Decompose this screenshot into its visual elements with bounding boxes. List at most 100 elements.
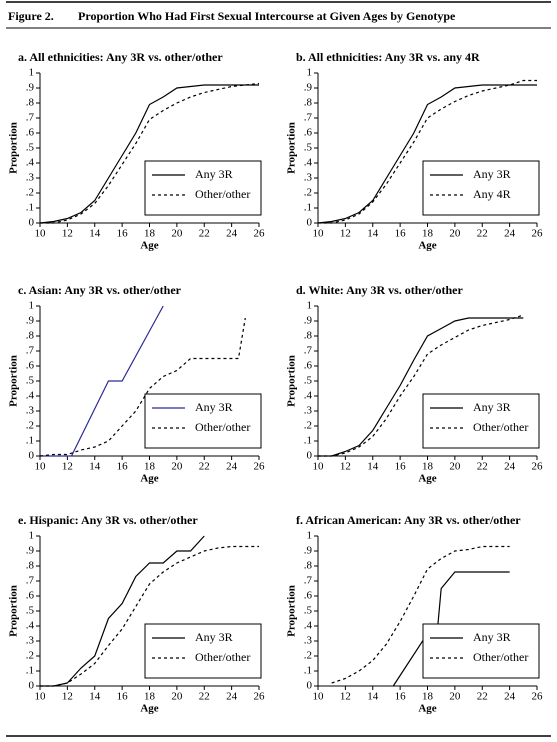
chart-title: d. White: Any 3R vs. other/other <box>296 283 463 297</box>
legend-label: Other/other <box>195 420 250 434</box>
y-tick-label: .9 <box>26 82 35 94</box>
y-tick-label: 1 <box>29 67 35 79</box>
series-line <box>40 535 205 687</box>
y-tick-label: 1 <box>307 530 313 542</box>
x-tick-label: 18 <box>144 461 156 473</box>
x-tick-label: 12 <box>62 461 73 473</box>
legend-label: Other/other <box>195 187 250 201</box>
x-tick-label: 12 <box>340 228 351 240</box>
y-tick-label: .4 <box>26 390 35 402</box>
y-tick-label: .6 <box>26 360 35 372</box>
legend-box <box>422 623 540 679</box>
x-tick-label: 20 <box>449 228 461 240</box>
legend-box <box>144 393 262 449</box>
legend-label: Any 3R <box>473 400 511 414</box>
y-tick-label: .2 <box>304 187 312 199</box>
chart-title: e. Hispanic: Any 3R vs. other/other <box>18 513 198 527</box>
x-tick-label: 18 <box>144 228 156 240</box>
x-tick-label: 14 <box>367 691 379 703</box>
x-axis-label: Age <box>418 240 436 252</box>
y-tick-label: .3 <box>304 172 313 184</box>
y-tick-label: .7 <box>304 112 313 124</box>
x-tick-label: 24 <box>226 228 238 240</box>
x-tick-label: 20 <box>171 228 183 240</box>
figure-title: Proportion Who Had First Sexual Intercou… <box>78 9 456 23</box>
x-tick-label: 22 <box>199 691 210 703</box>
y-tick-label: .6 <box>26 590 35 602</box>
x-tick-label: 10 <box>313 228 325 240</box>
series-line <box>39 317 246 457</box>
y-tick-label: .5 <box>26 605 35 617</box>
y-axis-label: Proportion <box>8 585 20 637</box>
y-tick-label: 1 <box>307 300 313 312</box>
legend-box <box>422 393 540 449</box>
x-tick-label: 10 <box>35 228 47 240</box>
y-tick-label: .4 <box>304 390 313 402</box>
x-tick-label: 26 <box>532 691 544 703</box>
x-tick-label: 24 <box>504 461 516 473</box>
x-tick-label: 16 <box>395 461 407 473</box>
legend-label: Any 4R <box>473 187 511 201</box>
x-tick-label: 16 <box>395 228 407 240</box>
x-tick-label: 20 <box>171 691 183 703</box>
x-tick-label: 26 <box>254 228 266 240</box>
legend-label: Any 3R <box>473 167 511 181</box>
series-line <box>318 317 524 457</box>
y-tick-label: .6 <box>304 127 313 139</box>
series-line <box>318 314 524 457</box>
x-axis-label: Age <box>140 240 158 252</box>
x-tick-label: 10 <box>313 691 325 703</box>
x-tick-label: 26 <box>254 691 266 703</box>
series-line <box>40 545 259 687</box>
x-tick-label: 22 <box>477 228 488 240</box>
x-tick-label: 22 <box>477 691 488 703</box>
x-tick-label: 16 <box>117 461 129 473</box>
x-tick-label: 24 <box>226 691 238 703</box>
x-tick-label: 14 <box>367 228 379 240</box>
y-tick-label: .3 <box>26 405 35 417</box>
y-tick-label: .5 <box>304 375 313 387</box>
chart-title: b. All ethnicities: Any 3R vs. any 4R <box>296 50 480 64</box>
x-tick-label: 22 <box>199 461 210 473</box>
y-tick-label: .7 <box>304 345 313 357</box>
y-tick-label: .7 <box>26 575 35 587</box>
x-tick-label: 12 <box>62 228 73 240</box>
y-axis-label: Proportion <box>8 122 20 174</box>
y-tick-label: .1 <box>26 202 34 214</box>
legend-label: Other/other <box>195 650 250 664</box>
x-tick-label: 14 <box>367 461 379 473</box>
y-tick-label: .6 <box>26 127 35 139</box>
series-line <box>40 305 164 457</box>
y-tick-label: 1 <box>307 67 313 79</box>
x-tick-label: 14 <box>89 461 101 473</box>
y-tick-label: .8 <box>304 330 313 342</box>
y-tick-label: .3 <box>304 635 313 647</box>
x-tick-label: 12 <box>62 691 73 703</box>
y-tick-label: .9 <box>26 545 35 557</box>
y-tick-label: 1 <box>29 300 35 312</box>
x-axis-label: Age <box>140 473 158 485</box>
x-tick-label: 16 <box>117 691 129 703</box>
x-axis-label: Age <box>418 473 436 485</box>
y-tick-label: .2 <box>304 650 312 662</box>
x-tick-label: 24 <box>226 461 238 473</box>
y-tick-label: .1 <box>304 435 312 447</box>
x-tick-label: 22 <box>477 461 488 473</box>
y-tick-label: .1 <box>304 202 312 214</box>
legend-label: Other/other <box>473 420 528 434</box>
y-tick-label: .1 <box>26 665 34 677</box>
y-tick-label: .5 <box>26 375 35 387</box>
legend-label: Any 3R <box>195 630 233 644</box>
y-tick-label: .8 <box>26 97 35 109</box>
x-tick-label: 18 <box>422 461 434 473</box>
x-tick-label: 22 <box>199 228 210 240</box>
x-tick-label: 12 <box>340 691 351 703</box>
y-tick-label: 0 <box>29 217 35 229</box>
y-tick-label: .2 <box>26 187 34 199</box>
y-tick-label: .8 <box>304 560 313 572</box>
x-tick-label: 14 <box>89 228 101 240</box>
y-tick-label: .4 <box>304 157 313 169</box>
y-tick-label: .8 <box>26 560 35 572</box>
x-axis-label: Age <box>418 703 436 715</box>
